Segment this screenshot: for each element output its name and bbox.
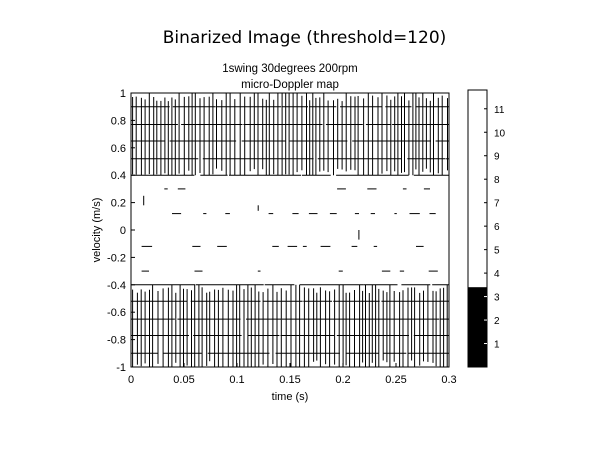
y-axis: 1 0.8 0.6 0.4 0.2 0 -0.2 -0.4 -0.6 -0.8 -1 [107,88,135,374]
y-tick-label: 0.8 [111,115,126,127]
y-tick-label: 0 [120,225,126,237]
y-tick-label: 0.6 [111,143,126,155]
colorbar-tick-label: 8 [494,175,500,186]
y-tick-label: 1 [120,88,126,100]
y-tick-label: -0.6 [107,307,126,319]
x-tick-label: 0.15 [279,374,300,386]
colorbar-tick-label: 10 [494,128,506,139]
colorbar-tick-label: 9 [494,152,500,163]
y-tick-label: -1 [116,362,126,374]
chart-title-line-2: micro-Doppler map [241,79,339,91]
colorbar-tick-label: 11 [494,105,505,116]
x-tick-label: 0.05 [173,374,194,386]
x-tick-label: 0.3 [441,374,456,386]
colorbar-frame [467,89,488,368]
colorbar-tick-label: 4 [494,269,500,280]
colorbar-tick-label: 2 [494,316,500,327]
x-axis-label: time (s) [272,391,309,403]
y-axis-label: velocity (m/s) [91,198,103,263]
y-tick-label: -0.8 [107,335,126,347]
x-tick-label: 0 [128,374,134,386]
x-tick-label: 0.1 [229,374,244,386]
colorbar-tick-label: 7 [494,199,500,210]
figure-title: Binarized Image (threshold=120) [162,28,447,48]
colorbar-black [468,287,487,367]
y-tick-label: 0.4 [111,170,126,182]
y-tick-label: 0.2 [111,198,126,210]
chart-title-line-1: 1swing 30degrees 200rpm [222,63,358,75]
x-axis: 0 0.05 0.1 0.15 0.2 0.25 0.3 [128,363,457,386]
plot-area [131,93,449,367]
colorbar: 11 10 9 8 7 6 5 4 3 2 1 [467,89,506,368]
colorbar-tick-label: 3 [494,293,500,304]
y-tick-label: -0.4 [107,280,126,292]
colorbar-tick-label: 6 [494,222,500,233]
colorbar-tick-label: 1 [494,340,500,351]
x-tick-label: 0.25 [385,374,406,386]
colorbar-tick-label: 5 [494,246,500,257]
x-tick-label: 0.2 [335,374,350,386]
y-tick-label: -0.2 [107,252,126,264]
